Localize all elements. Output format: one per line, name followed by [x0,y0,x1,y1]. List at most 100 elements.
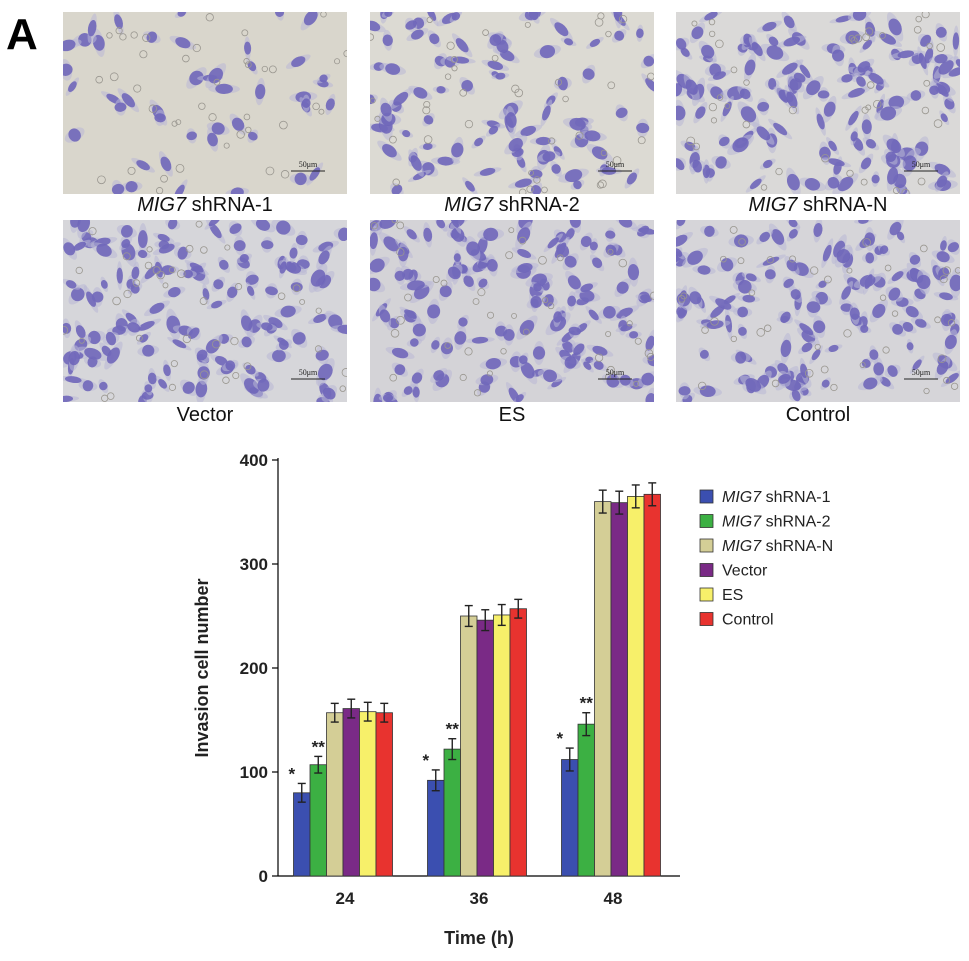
pore [224,244,231,251]
pore [423,135,433,144]
pore [245,126,252,134]
legend-swatch [699,612,714,626]
cell-nucleus [174,184,185,194]
legend-swatch [699,587,714,602]
pore [686,136,696,146]
cell-nucleus [934,54,948,64]
cell-nucleus [382,34,393,47]
cell-nucleus [391,347,409,359]
cell-nucleus [449,220,459,228]
cell-nucleus [393,91,409,106]
cell-nucleus [554,242,567,258]
pore [396,221,405,230]
pore [423,101,431,109]
cell-nucleus [684,141,696,152]
micrograph-control: 50μm [676,220,960,402]
cell-nucleus [788,220,798,228]
cell-nucleus [790,289,801,300]
cell-nucleus [480,374,494,386]
cell-nucleus [73,241,86,251]
pore [299,299,306,305]
pore [575,131,584,140]
panel-letter: A [6,10,38,59]
cell-nucleus [940,313,953,327]
cell-nucleus [676,83,683,97]
cell-nucleus [404,309,417,319]
pore [596,181,604,189]
pore [892,187,900,194]
cell-nucleus [325,98,335,111]
cell-nucleus [738,326,747,336]
cell-nucleus [71,287,85,302]
cell-nucleus [195,380,208,398]
pore [123,289,132,299]
cell-nucleus [96,243,112,257]
cell-nucleus [301,98,311,108]
legend-label: ES [722,587,743,604]
pore [737,257,745,265]
cell-nucleus [762,256,780,266]
pore [78,337,85,344]
cell-nucleus [783,36,801,47]
cell-nucleus [885,151,897,162]
scale-bar-label: 50μm [912,368,931,377]
cell-nucleus [872,303,886,318]
cell-nucleus [116,267,123,284]
cell-nucleus [902,155,917,171]
pore [947,319,956,327]
micrograph-image: 50μm [370,12,654,194]
micrograph-image: 50μm [676,220,960,402]
cell-nucleus [370,258,385,273]
cell-nucleus [864,274,873,289]
caption-vector: Vector [176,404,234,426]
cell-nucleus [915,318,927,328]
cell-nucleus [699,349,709,359]
pore [389,373,398,382]
y-tick-label: 0 [259,867,268,886]
cell-nucleus [676,220,686,226]
x-tick-label: 24 [336,889,355,908]
cell-nucleus [530,296,542,308]
scale-bar-label: 50μm [606,368,625,377]
cell-nucleus [411,29,424,40]
bar [342,708,360,877]
pore [716,94,724,101]
cell-nucleus [766,45,784,60]
pore [473,389,482,397]
pore [459,373,467,382]
cell-nucleus [564,169,583,183]
cell-nucleus [410,338,419,347]
cell-nucleus [715,298,732,310]
cell-nucleus [154,113,166,123]
micrograph-image: 50μm [63,12,347,194]
cell-nucleus [692,159,702,173]
cell-nucleus [910,90,922,101]
cell-nucleus [763,159,773,169]
cell-nucleus [645,78,654,92]
cell-nucleus [828,158,845,167]
pore [292,284,301,293]
pore [562,95,569,103]
caption-control: Control [785,404,851,426]
cell-nucleus [529,169,543,179]
pore [199,370,209,380]
cell-nucleus [786,173,800,191]
pore [846,169,854,178]
pore [605,331,612,338]
cell-nucleus [245,364,256,375]
cell-nucleus [506,112,517,128]
cell-nucleus [864,232,875,246]
cell-nucleus [495,72,506,80]
cell-nucleus [489,34,502,46]
cell-nucleus [310,269,326,287]
pore [710,117,718,124]
cell-nucleus [614,30,625,41]
cell-nucleus [945,373,959,384]
pore [729,226,738,234]
cell-nucleus [275,12,285,17]
significance-mark: * [422,751,429,770]
cell-nucleus [889,221,902,236]
cell-nucleus [247,61,257,72]
pore [265,166,275,176]
cell-nucleus [676,38,687,50]
